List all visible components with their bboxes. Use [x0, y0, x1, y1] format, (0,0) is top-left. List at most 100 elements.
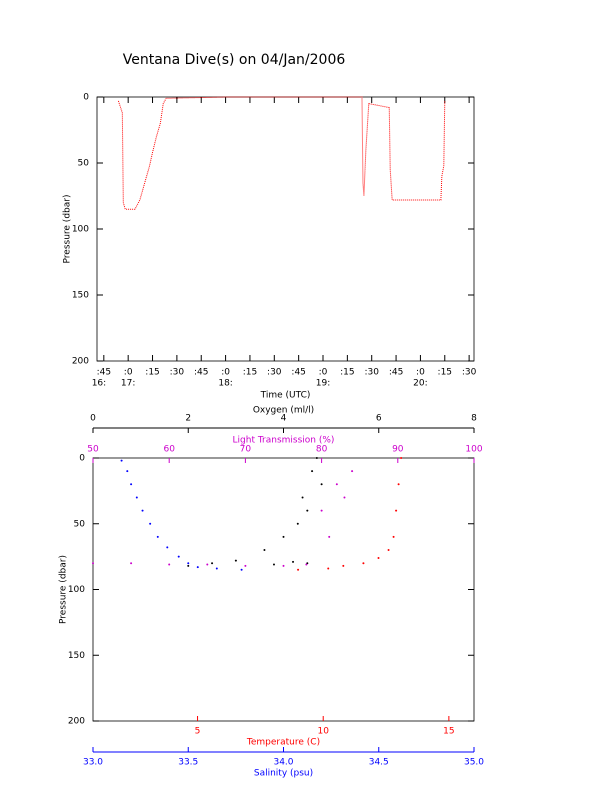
x-tick-label: :45 [291, 368, 305, 378]
data-point [120, 459, 123, 462]
x-tick-label: 5 [195, 727, 201, 737]
hour-label: 20: [413, 379, 427, 389]
x-tick-label: :30 [170, 368, 185, 378]
y-tick-label: 100 [72, 225, 89, 235]
data-point [215, 567, 218, 570]
data-point [327, 567, 330, 570]
data-point [400, 457, 403, 459]
x-tick-label: :15 [340, 368, 354, 378]
data-point [196, 566, 199, 569]
data-point [206, 563, 209, 566]
data-point [320, 509, 323, 512]
x-tick-label: :30 [364, 368, 379, 378]
x-tick-label: :0 [416, 368, 425, 378]
y-tick-label: 200 [68, 717, 85, 727]
x-tick-label: 2 [185, 414, 191, 424]
data-point [328, 535, 331, 538]
x-tick-label: 15 [443, 727, 454, 737]
x-tick-label: 60 [163, 445, 175, 455]
data-point [211, 562, 214, 565]
x-tick-label: :15 [438, 368, 452, 378]
x-tick-label: :45 [97, 368, 111, 378]
x-tick-label: 100 [465, 445, 482, 455]
x-tick-label: :15 [243, 368, 257, 378]
data-point [320, 483, 323, 486]
data-point [135, 496, 138, 499]
y-axis-label: Pressure (dbar) [59, 555, 69, 624]
x-tick-label: 50 [87, 445, 99, 455]
x-axis-label: Salinity (psu) [254, 769, 313, 779]
data-point [315, 457, 318, 459]
x-tick-label: 0 [90, 414, 96, 424]
data-point [282, 535, 285, 538]
data-point [130, 483, 133, 486]
x-tick-label: :45 [194, 368, 208, 378]
y-tick-label: 150 [68, 651, 85, 661]
data-point [126, 470, 129, 473]
data-point [387, 549, 390, 552]
data-line [117, 96, 446, 210]
data-point [272, 563, 275, 566]
y-tick-label: 0 [83, 93, 89, 103]
data-point [335, 483, 338, 486]
x-axis-label: Oxygen (ml/l) [253, 406, 314, 416]
y-tick-label: 100 [68, 585, 85, 595]
plot-frame [92, 457, 475, 722]
x-tick-label: :0 [124, 368, 133, 378]
x-tick-label: :0 [221, 368, 230, 378]
x-tick-label: 34.0 [273, 758, 293, 768]
data-point [392, 535, 395, 538]
data-point [301, 496, 304, 499]
x-tick-label: :45 [389, 368, 403, 378]
data-point [297, 568, 300, 571]
x-tick-label: :15 [145, 368, 159, 378]
y-tick-label: 50 [74, 519, 86, 529]
x-tick-label: 34.5 [369, 758, 389, 768]
data-point [156, 535, 159, 538]
hour-label: 19: [316, 379, 330, 389]
data-point [263, 549, 266, 552]
x-tick-label: 90 [392, 445, 404, 455]
y-tick-label: 0 [79, 454, 85, 464]
hour-label: 16: [92, 379, 106, 389]
x-tick-label: 8 [471, 414, 477, 424]
x-tick-label: 33.5 [178, 758, 198, 768]
data-point [343, 496, 346, 499]
data-point [244, 564, 247, 567]
data-point [395, 509, 398, 512]
x-tick-label: 6 [376, 414, 382, 424]
data-point [166, 546, 169, 549]
data-point [240, 568, 243, 571]
hour-label: 18: [218, 379, 232, 389]
data-point [305, 563, 308, 566]
data-point [296, 522, 299, 525]
data-point [282, 564, 285, 567]
data-point [351, 470, 354, 473]
data-point [149, 522, 152, 525]
data-point [306, 509, 309, 512]
x-tick-label: :0 [319, 368, 328, 378]
data-point [377, 556, 380, 559]
plot-frame [96, 96, 475, 362]
x-axis-label: Temperature (C) [246, 738, 320, 748]
x-tick-label: :30 [462, 368, 477, 378]
x-axis-label: Light Transmission (%) [233, 436, 335, 446]
data-point [168, 563, 171, 566]
y-axis-label: Pressure (dbar) [63, 195, 73, 264]
y-tick-label: 50 [78, 159, 90, 169]
data-point [187, 562, 190, 565]
y-tick-label: 150 [72, 291, 89, 301]
x-tick-label: 33.0 [83, 758, 103, 768]
x-tick-label: 80 [316, 445, 328, 455]
data-point [234, 559, 237, 562]
x-tick-label: 10 [317, 727, 329, 737]
data-point [141, 509, 144, 512]
chart-title: Ventana Dive(s) on 04/Jan/2006 [123, 52, 346, 68]
data-point [92, 562, 94, 565]
data-point [292, 560, 295, 563]
data-point [130, 562, 133, 565]
x-tick-label: 4 [281, 414, 287, 424]
y-tick-label: 200 [72, 357, 89, 367]
